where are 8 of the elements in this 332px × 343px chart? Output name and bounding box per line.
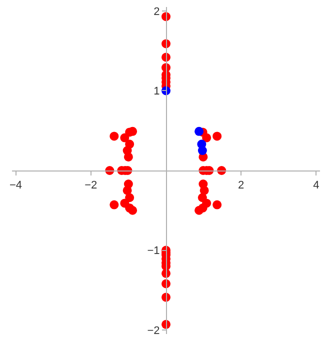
x-tick-label: −4 — [9, 180, 22, 192]
y-tick-label: 1 — [154, 86, 160, 98]
y-tick-label: 2 — [154, 6, 160, 18]
x-tick-label: −2 — [84, 180, 98, 192]
x-tick-label: 4 — [313, 180, 320, 192]
x-tick-label: 2 — [238, 180, 244, 192]
y-tick-label: −1 — [147, 245, 160, 258]
y-tick-label: −2 — [147, 324, 160, 337]
